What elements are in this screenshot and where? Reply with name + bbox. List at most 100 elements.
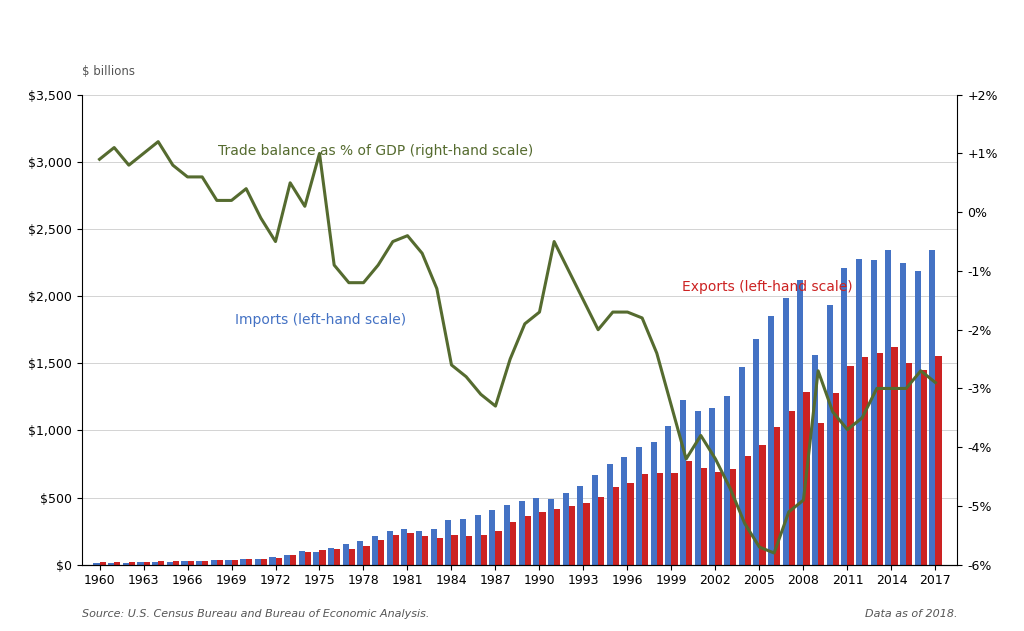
Bar xyxy=(269,557,275,565)
Bar xyxy=(489,510,496,565)
Bar xyxy=(877,353,883,565)
Bar xyxy=(202,560,208,565)
Bar xyxy=(137,562,143,565)
Bar xyxy=(445,520,452,565)
Bar xyxy=(833,393,839,565)
Bar xyxy=(548,499,554,565)
Bar xyxy=(738,367,744,565)
Bar xyxy=(152,562,158,565)
Bar xyxy=(240,560,246,565)
Bar xyxy=(642,474,648,565)
Bar xyxy=(452,535,458,565)
Bar xyxy=(401,529,408,565)
Text: Data as of 2018.: Data as of 2018. xyxy=(865,609,957,619)
Bar xyxy=(349,548,355,565)
Bar xyxy=(290,555,296,565)
Bar xyxy=(534,498,540,565)
Bar xyxy=(686,461,692,565)
Bar xyxy=(914,271,921,565)
Bar xyxy=(99,562,105,565)
Bar xyxy=(275,558,282,565)
Bar xyxy=(225,560,231,565)
Bar xyxy=(598,497,604,565)
Bar xyxy=(906,363,912,565)
Bar xyxy=(694,411,700,565)
Bar xyxy=(284,555,290,565)
Bar xyxy=(173,561,179,565)
Bar xyxy=(724,396,730,565)
Text: $ billions: $ billions xyxy=(82,65,135,78)
Bar xyxy=(700,468,707,565)
Bar xyxy=(334,550,340,565)
Bar xyxy=(584,504,590,565)
Bar xyxy=(672,473,678,565)
Bar xyxy=(826,305,833,565)
Text: Trade balance as % of GDP (right-hand scale): Trade balance as % of GDP (right-hand sc… xyxy=(218,144,532,158)
Bar xyxy=(108,563,115,565)
Bar xyxy=(518,500,525,565)
Bar xyxy=(656,473,663,565)
Text: Exports (left-hand scale): Exports (left-hand scale) xyxy=(682,280,852,294)
Bar xyxy=(129,562,135,565)
Bar xyxy=(666,427,672,565)
Bar xyxy=(540,512,546,565)
Bar xyxy=(710,408,716,565)
Bar xyxy=(636,447,642,565)
Bar xyxy=(782,298,788,565)
Bar xyxy=(768,316,774,565)
Bar xyxy=(650,442,656,565)
Bar xyxy=(798,280,804,565)
Bar xyxy=(525,516,531,565)
Bar xyxy=(612,487,618,565)
Bar xyxy=(416,531,422,565)
Bar xyxy=(313,551,319,565)
Bar xyxy=(622,457,628,565)
Bar xyxy=(158,562,164,565)
Bar xyxy=(115,562,121,565)
Bar xyxy=(842,268,848,565)
Bar xyxy=(760,445,766,565)
Bar xyxy=(231,560,238,565)
Bar xyxy=(299,551,305,565)
Bar xyxy=(730,469,736,565)
Bar xyxy=(187,561,194,565)
Bar xyxy=(856,259,862,565)
Bar xyxy=(408,533,414,565)
Bar xyxy=(387,531,393,565)
Bar xyxy=(475,516,481,565)
Bar xyxy=(504,505,510,565)
Bar xyxy=(716,471,722,565)
Bar xyxy=(936,356,942,565)
Bar xyxy=(870,260,877,565)
Bar xyxy=(343,545,349,565)
Bar xyxy=(422,536,428,565)
Bar xyxy=(886,249,892,565)
Bar xyxy=(554,509,560,565)
Bar xyxy=(818,423,824,565)
Bar xyxy=(143,562,150,565)
Text: Imports (left-hand scale): Imports (left-hand scale) xyxy=(236,313,407,327)
Bar xyxy=(562,493,568,565)
Bar xyxy=(466,536,472,565)
Bar xyxy=(481,534,487,565)
Bar xyxy=(921,370,927,565)
Bar xyxy=(328,548,334,565)
Bar xyxy=(364,546,370,565)
Bar xyxy=(305,551,311,565)
Bar xyxy=(744,456,751,565)
Bar xyxy=(496,531,502,565)
Bar xyxy=(393,534,399,565)
Bar xyxy=(378,540,384,565)
Bar xyxy=(93,563,99,565)
Bar xyxy=(211,560,217,565)
Bar xyxy=(261,559,267,565)
Bar xyxy=(510,522,516,565)
Bar xyxy=(460,519,466,565)
Bar xyxy=(812,355,818,565)
Bar xyxy=(196,561,202,565)
Bar xyxy=(568,505,574,565)
Bar xyxy=(167,562,173,565)
Text: U.S. Trade Balance: U.S. Trade Balance xyxy=(13,27,410,62)
Bar xyxy=(372,536,378,565)
Bar xyxy=(930,250,936,565)
